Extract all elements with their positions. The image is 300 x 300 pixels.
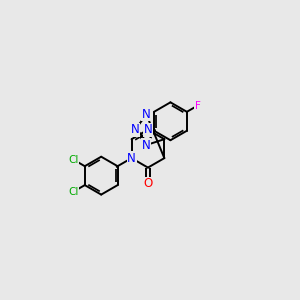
Text: Cl: Cl <box>68 187 79 197</box>
Text: N: N <box>142 108 151 121</box>
Text: N: N <box>131 123 140 136</box>
Text: Cl: Cl <box>68 154 79 165</box>
Text: N: N <box>144 123 152 136</box>
Text: F: F <box>195 101 200 111</box>
Text: O: O <box>143 177 153 190</box>
Text: N: N <box>127 152 136 165</box>
Text: N: N <box>142 139 151 152</box>
